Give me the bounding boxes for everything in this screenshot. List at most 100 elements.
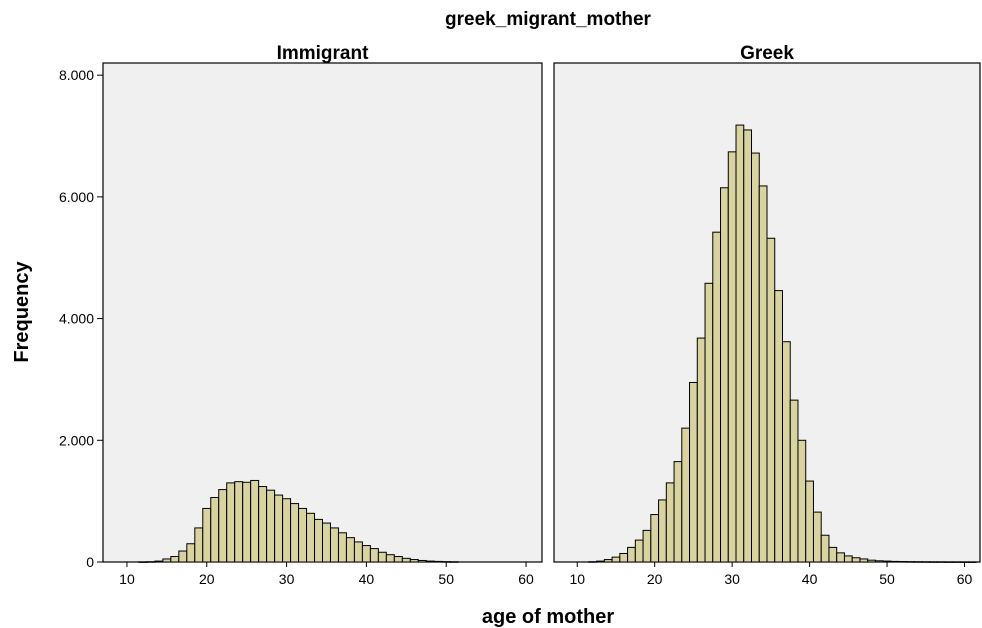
y-tick-label: 8.000 — [59, 67, 94, 83]
histogram-bar — [929, 561, 938, 563]
histogram-bar — [361, 545, 371, 563]
histogram-bar — [766, 237, 776, 563]
histogram-bar — [337, 532, 347, 563]
histogram-bar — [266, 489, 276, 563]
x-tick-label: 20 — [647, 571, 663, 587]
panel-title: Immigrant — [277, 43, 370, 64]
histogram-bar — [250, 479, 260, 563]
histogram-bar — [665, 482, 675, 563]
x-tick-label: 30 — [724, 571, 740, 587]
histogram-bar — [242, 481, 252, 563]
histogram-bar — [681, 427, 691, 563]
histogram-bar — [735, 124, 745, 563]
histogram-bar — [797, 439, 807, 563]
y-tick-label: 2.000 — [59, 432, 94, 448]
histogram-bar — [226, 482, 236, 563]
histogram-bar — [952, 561, 962, 563]
histogram-bar — [170, 556, 180, 563]
figure-title: greek_migrant_mother — [445, 9, 652, 30]
histogram-bar — [210, 496, 220, 563]
x-tick-label: 60 — [957, 571, 973, 587]
histogram-bar — [627, 546, 636, 563]
histogram-bar — [727, 151, 737, 563]
histogram-bar — [290, 503, 300, 563]
histogram-bar — [611, 556, 621, 563]
histogram-bar — [353, 541, 363, 563]
histogram-bar — [154, 560, 164, 563]
histogram-bar — [882, 560, 892, 563]
histogram-bar — [385, 554, 395, 563]
histogram-bar — [409, 559, 419, 563]
histogram-bar — [393, 556, 403, 563]
histogram-bar — [720, 187, 729, 563]
histogram-bar — [234, 481, 244, 563]
histogram-bar — [805, 480, 814, 563]
x-axis-label: age of mother — [482, 606, 614, 628]
y-tick-label: 6.000 — [59, 189, 94, 205]
histogram-bar — [890, 560, 900, 563]
histogram-bar — [194, 527, 204, 563]
histogram-bar — [329, 527, 339, 563]
histogram-bar — [967, 561, 977, 563]
histogram-bar — [588, 561, 598, 563]
histogram-bar — [843, 555, 853, 563]
histogram-bar — [820, 534, 830, 563]
histogram-bar — [322, 522, 331, 563]
x-tick-label: 20 — [199, 571, 215, 587]
histogram-bar — [781, 341, 791, 563]
x-tick-label: 40 — [359, 571, 375, 587]
histogram-bar — [401, 557, 411, 563]
histogram-bar — [258, 486, 268, 563]
x-tick-label: 60 — [518, 571, 534, 587]
histogram-bar — [751, 152, 760, 563]
histogram-bar — [218, 489, 228, 563]
panel-title: Greek — [740, 43, 794, 64]
histogram-bar — [298, 507, 308, 563]
histogram-bar — [425, 560, 435, 563]
histogram-bar — [851, 557, 861, 563]
histogram-bar — [712, 231, 722, 563]
histogram-bar — [658, 499, 667, 563]
histogram-bar — [603, 559, 613, 563]
panel-plot-area — [102, 62, 543, 563]
histogram-bar — [449, 561, 459, 563]
histogram-bar — [812, 511, 822, 563]
histogram-bar — [596, 560, 605, 563]
histogram-bar — [673, 461, 683, 563]
x-tick-label: 10 — [119, 571, 135, 587]
histogram-bar — [650, 514, 660, 563]
histogram-bar — [138, 561, 148, 563]
histogram-bar — [743, 129, 753, 563]
x-tick-label: 10 — [569, 571, 585, 587]
histogram-bar — [867, 559, 876, 563]
histogram-bar — [433, 560, 443, 563]
histogram-bar — [944, 561, 954, 563]
x-tick-label: 40 — [802, 571, 818, 587]
histogram-bar — [789, 399, 799, 563]
y-tick-label: 4.000 — [59, 311, 94, 327]
histogram-bar — [913, 561, 923, 563]
histogram-bar — [634, 539, 644, 563]
histogram-bar — [417, 559, 427, 563]
histogram-bar — [306, 512, 316, 563]
histogram-bar — [377, 551, 387, 563]
histogram-bar — [642, 529, 652, 563]
histogram-bar — [774, 290, 783, 563]
histogram-bar — [828, 546, 838, 563]
x-tick-label: 50 — [438, 571, 454, 587]
x-tick-label: 50 — [879, 571, 895, 587]
histogram-bar — [836, 552, 845, 563]
histogram-bar — [146, 561, 156, 563]
histogram-bar — [936, 561, 946, 563]
histogram-bar — [758, 185, 768, 563]
histogram-bar — [202, 507, 212, 563]
histogram-bar — [874, 560, 884, 563]
histogram-bar — [704, 282, 714, 563]
histogram-bar — [689, 381, 698, 563]
histogram-bar — [921, 561, 931, 563]
histogram-bar — [369, 548, 379, 563]
histogram-bar — [162, 558, 172, 563]
histogram-bar — [905, 561, 915, 563]
